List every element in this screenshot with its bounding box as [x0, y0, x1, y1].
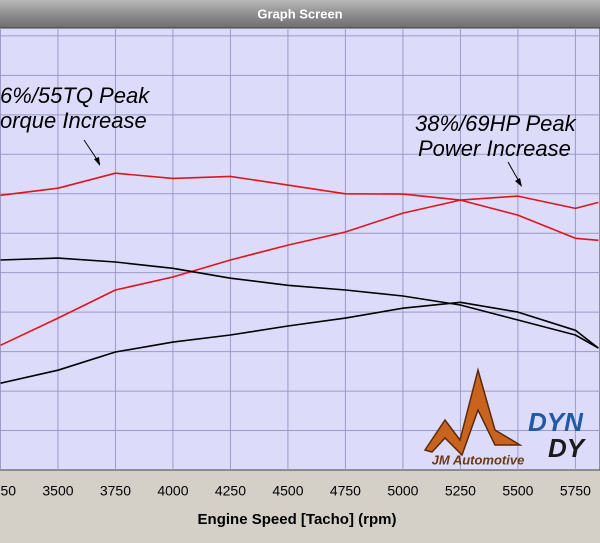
x-tick-label: 5750 [560, 483, 591, 499]
logo-mark [423, 367, 523, 457]
logo: JM Automotive DYN DY [423, 367, 587, 467]
logo-text: JM Automotive [432, 452, 525, 467]
title-bar [0, 0, 600, 28]
arrow-head [94, 157, 100, 166]
logo-brand: DYN [528, 407, 584, 437]
series-line [0, 195, 599, 347]
arrow-head [515, 178, 522, 187]
window-title: Graph Screen [257, 6, 342, 21]
curves [0, 172, 599, 384]
x-axis-label: Engine Speed [Tacho] (rpm) [198, 511, 397, 528]
plot-area [0, 27, 600, 471]
grid [0, 28, 600, 470]
x-tick-label: 3750 [100, 483, 131, 499]
x-tick-label: 5500 [502, 483, 533, 499]
annotations: 6%/55TQ Peak orque Increase 38%/69HP Pea… [0, 83, 577, 187]
series-line [0, 257, 599, 349]
annotation: 38%/69HP Peak [415, 111, 577, 136]
x-tick-label: 3250 [0, 483, 16, 499]
x-tick-label: 4750 [330, 483, 361, 499]
logo-brand: DY [548, 433, 587, 463]
x-tick-label: 5250 [445, 483, 476, 499]
x-tick-label: 4250 [215, 483, 246, 499]
x-tick-label: 4000 [157, 483, 188, 499]
x-tick-label: 5000 [387, 483, 418, 499]
x-tick-label: 3500 [42, 483, 73, 499]
annotation: orque Increase [0, 108, 147, 133]
x-tick-label: 4500 [272, 483, 303, 499]
series-line [0, 172, 599, 242]
series-line [0, 301, 599, 384]
annotation: 6%/55TQ Peak [0, 83, 150, 108]
annotation: Power Increase [418, 136, 571, 161]
